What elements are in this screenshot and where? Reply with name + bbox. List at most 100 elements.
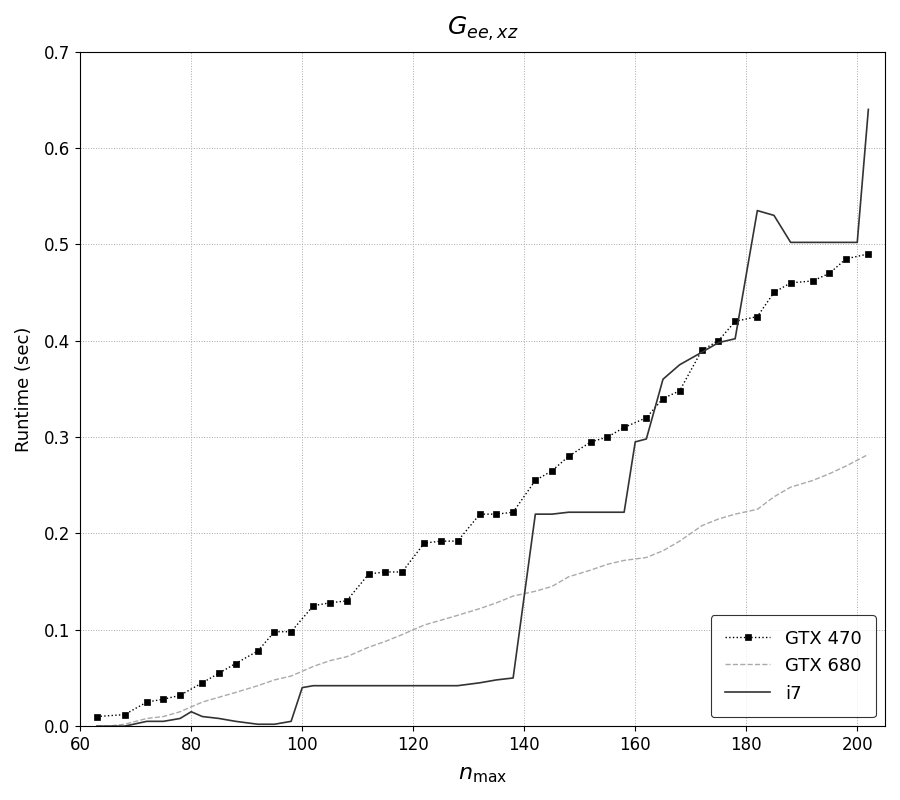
i7 xyxy=(641,434,652,444)
GTX 680 xyxy=(197,698,208,707)
GTX 470 xyxy=(341,596,352,606)
GTX 470 xyxy=(785,278,796,288)
i7 xyxy=(158,717,169,726)
i7 xyxy=(103,722,113,731)
GTX 680 xyxy=(397,630,408,639)
i7 xyxy=(380,681,391,690)
i7 xyxy=(713,338,724,347)
i7 xyxy=(397,681,408,690)
GTX 680 xyxy=(341,652,352,662)
Legend: GTX 470, GTX 680, i7: GTX 470, GTX 680, i7 xyxy=(711,615,876,717)
GTX 470 xyxy=(752,312,762,322)
GTX 680 xyxy=(308,662,319,671)
GTX 680 xyxy=(618,556,629,566)
GTX 470 xyxy=(585,437,596,446)
GTX 470 xyxy=(697,346,707,355)
GTX 680 xyxy=(452,610,463,620)
i7 xyxy=(297,683,308,693)
GTX 470 xyxy=(213,668,224,678)
i7 xyxy=(252,719,263,729)
GTX 470 xyxy=(863,249,874,258)
i7 xyxy=(452,681,463,690)
Line: i7: i7 xyxy=(97,110,868,726)
GTX 680 xyxy=(325,656,336,666)
i7 xyxy=(752,206,762,215)
GTX 470 xyxy=(141,698,152,707)
GTX 680 xyxy=(585,566,596,575)
GTX 470 xyxy=(658,394,669,403)
GTX 470 xyxy=(824,269,835,278)
GTX 680 xyxy=(546,582,557,591)
i7 xyxy=(341,681,352,690)
GTX 470 xyxy=(92,712,103,722)
GTX 680 xyxy=(252,681,263,690)
i7 xyxy=(863,105,874,114)
i7 xyxy=(602,507,613,517)
GTX 470 xyxy=(546,466,557,475)
i7 xyxy=(308,681,319,690)
i7 xyxy=(436,681,446,690)
GTX 680 xyxy=(285,671,296,681)
i7 xyxy=(807,238,818,247)
GTX 680 xyxy=(841,461,851,470)
GTX 470 xyxy=(269,627,280,637)
GTX 470 xyxy=(452,536,463,546)
GTX 680 xyxy=(713,514,724,524)
GTX 470 xyxy=(325,598,336,608)
i7 xyxy=(92,722,103,731)
i7 xyxy=(364,681,374,690)
i7 xyxy=(841,238,851,247)
GTX 470 xyxy=(285,627,296,637)
GTX 680 xyxy=(175,707,185,717)
i7 xyxy=(325,681,336,690)
i7 xyxy=(197,712,208,722)
GTX 470 xyxy=(418,538,429,548)
i7 xyxy=(785,238,796,247)
GTX 470 xyxy=(730,317,741,326)
GTX 680 xyxy=(824,469,835,478)
GTX 680 xyxy=(213,693,224,702)
i7 xyxy=(175,714,185,723)
i7 xyxy=(674,360,685,370)
GTX 470 xyxy=(641,413,652,422)
i7 xyxy=(230,717,241,726)
GTX 680 xyxy=(364,642,374,652)
GTX 470 xyxy=(119,710,130,719)
GTX 680 xyxy=(418,620,429,630)
i7 xyxy=(546,510,557,519)
i7 xyxy=(185,707,196,717)
i7 xyxy=(658,374,669,384)
GTX 680 xyxy=(863,450,874,459)
GTX 680 xyxy=(103,722,113,731)
i7 xyxy=(730,334,741,343)
i7 xyxy=(418,681,429,690)
i7 xyxy=(563,507,574,517)
i7 xyxy=(119,722,130,731)
GTX 470 xyxy=(364,569,374,578)
GTX 680 xyxy=(141,714,152,723)
GTX 470 xyxy=(769,288,779,298)
GTX 470 xyxy=(491,510,502,519)
GTX 680 xyxy=(474,604,485,614)
GTX 680 xyxy=(230,688,241,698)
i7 xyxy=(491,675,502,685)
GTX 470 xyxy=(563,451,574,461)
GTX 470 xyxy=(474,510,485,519)
i7 xyxy=(213,714,224,723)
i7 xyxy=(141,717,152,726)
GTX 470 xyxy=(674,386,685,395)
i7 xyxy=(474,678,485,687)
GTX 470 xyxy=(197,678,208,687)
GTX 680 xyxy=(658,546,669,555)
GTX 680 xyxy=(730,510,741,519)
GTX 470 xyxy=(158,694,169,704)
GTX 470 xyxy=(807,276,818,286)
i7 xyxy=(269,719,280,729)
GTX 680 xyxy=(269,675,280,685)
GTX 680 xyxy=(158,712,169,722)
GTX 680 xyxy=(491,598,502,608)
GTX 470 xyxy=(175,690,185,700)
i7 xyxy=(508,673,518,682)
Y-axis label: Runtime (sec): Runtime (sec) xyxy=(15,326,33,451)
Line: GTX 680: GTX 680 xyxy=(97,454,868,726)
